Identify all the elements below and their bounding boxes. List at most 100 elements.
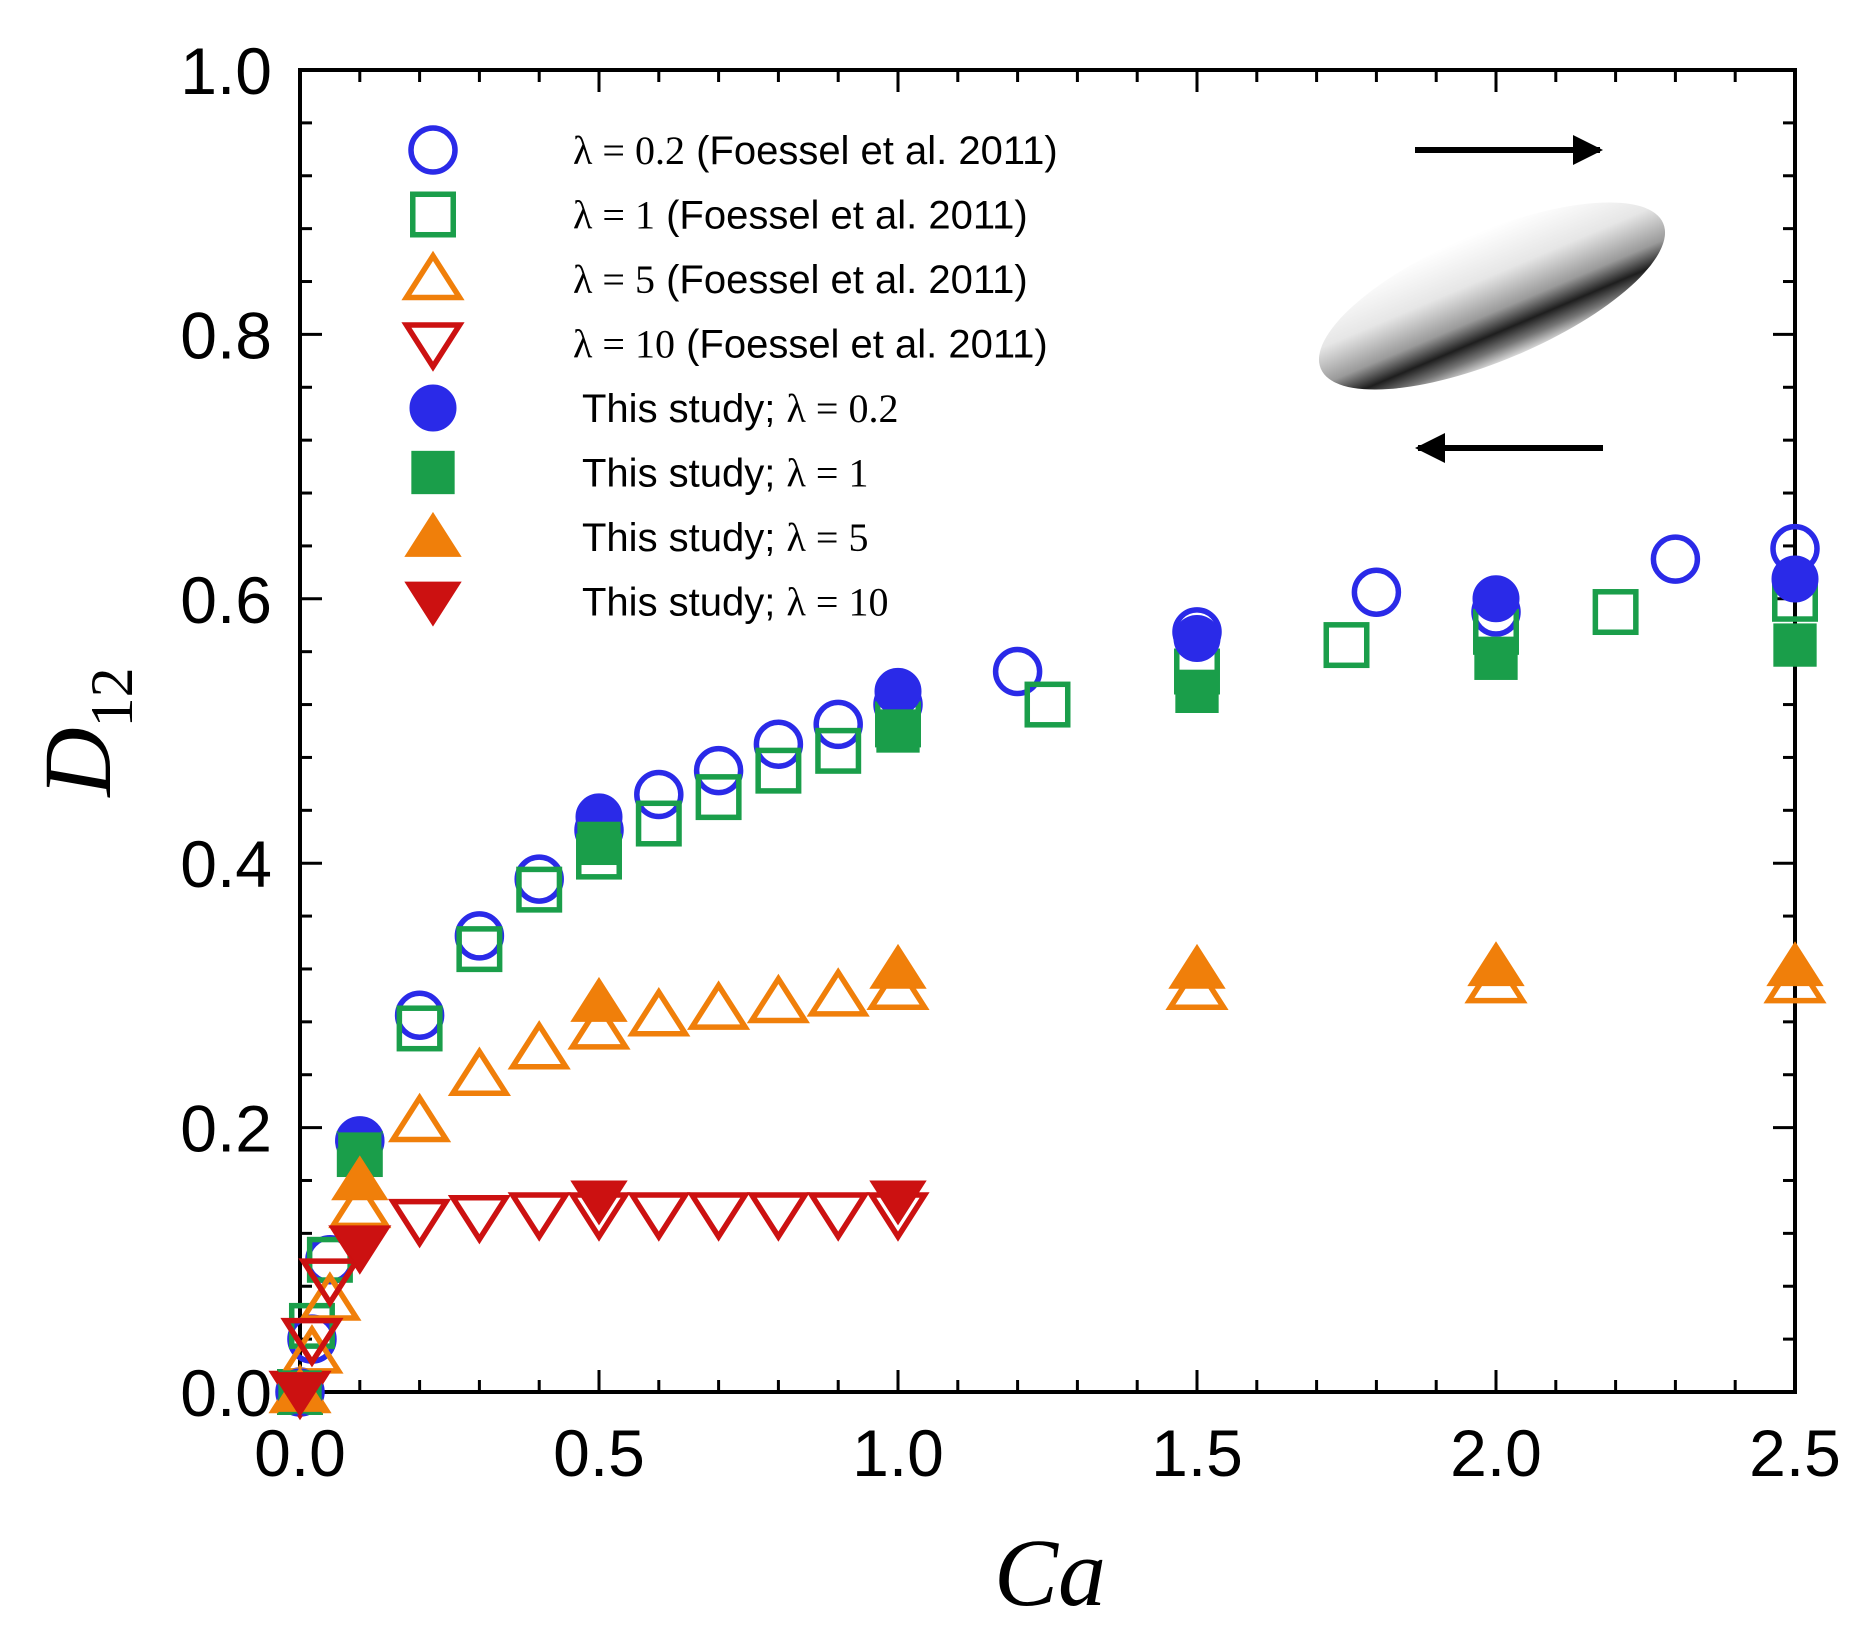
- data-point: [806, 1192, 870, 1242]
- legend-label-lambda: λ = 5: [573, 257, 655, 302]
- legend-label-prefix: This study;: [582, 387, 787, 431]
- data-point: [992, 646, 1043, 697]
- data-point: [567, 1000, 631, 1050]
- series-open-triangle-up: [268, 953, 1827, 1414]
- data-point: [693, 745, 744, 796]
- data-point: [1173, 614, 1221, 662]
- data-point: [507, 1192, 571, 1242]
- legend-marker: [404, 511, 462, 557]
- y-tick-label: 0.2: [180, 1092, 272, 1166]
- x-tick-label: 0.0: [254, 1416, 346, 1490]
- data-point: [746, 973, 810, 1024]
- data-point: [394, 990, 445, 1040]
- data-point: [634, 769, 684, 820]
- data-point: [1472, 575, 1520, 623]
- x-axis-ticks: [298, 70, 1797, 1392]
- data-point: [869, 943, 927, 989]
- data-point: [874, 667, 922, 715]
- legend: λ = 0.2 (Foessel et al. 2011)λ = 1 (Foes…: [401, 125, 1058, 627]
- series-filled-square: [278, 623, 1817, 1414]
- data-point: [627, 1192, 691, 1242]
- data-point: [1323, 622, 1370, 669]
- data-point: [806, 967, 870, 1017]
- data-point: [577, 821, 621, 866]
- drop-icon: [1318, 202, 1666, 390]
- plot-frame: [298, 68, 1797, 1394]
- x-tick-label: 0.5: [553, 1416, 645, 1490]
- legend-label-prefix: This study;: [582, 581, 787, 625]
- data-point: [635, 800, 682, 847]
- legend-item: λ = 0.2 (Foessel et al. 2011): [408, 125, 1058, 175]
- legend-label-lambda: λ = 1: [573, 193, 655, 238]
- data-point: [1467, 941, 1525, 987]
- data-point: [1474, 636, 1518, 680]
- data-point: [570, 1180, 628, 1226]
- data-point: [331, 1155, 389, 1201]
- data-point: [447, 1046, 511, 1096]
- y-tick-label: 0.0: [180, 1356, 272, 1430]
- data-point: [570, 976, 628, 1022]
- legend-label-prefix: This study;: [582, 452, 787, 496]
- data-point: [280, 1317, 344, 1368]
- x-tick-label: 2.5: [1749, 1416, 1841, 1490]
- series-filled-triangle-down: [271, 1180, 927, 1418]
- data-point: [507, 1020, 571, 1070]
- legend-label: λ = 1 (Foessel et al. 2011): [573, 193, 1028, 238]
- x-tick-label: 1.5: [1151, 1416, 1243, 1490]
- data-point: [1168, 943, 1226, 989]
- legend-item: This study; λ = 0.2: [409, 384, 898, 432]
- data-point: [813, 699, 863, 750]
- y-axis-title-main: D: [24, 727, 131, 798]
- legend-item: λ = 5 (Foessel et al. 2011): [401, 250, 1028, 302]
- legend-label-lambda: λ = 5: [787, 515, 869, 560]
- legend-item: λ = 10 (Foessel et al. 2011): [401, 322, 1048, 372]
- legend-marker: [409, 384, 457, 432]
- y-tick-label: 0.8: [180, 298, 272, 372]
- legend-label-source: (Foessel et al. 2011): [655, 194, 1028, 238]
- legend-label: This study; λ = 5: [582, 515, 868, 560]
- legend-label: λ = 0.2 (Foessel et al. 2011): [573, 128, 1058, 173]
- data-point: [1773, 623, 1817, 667]
- data-point: [869, 1180, 927, 1226]
- y-tick-label: 0.4: [180, 827, 272, 901]
- y-tick-label: 0.6: [180, 563, 272, 637]
- data-point: [687, 980, 751, 1030]
- data-point: [388, 1198, 452, 1249]
- legend-marker: [401, 250, 465, 301]
- series-open-square: [277, 575, 1818, 1415]
- y-axis-title: D12: [24, 667, 145, 798]
- data-point: [687, 1192, 751, 1242]
- legend-label: This study; λ = 0.2: [582, 386, 898, 431]
- data-point: [456, 926, 503, 973]
- data-point: [876, 709, 920, 753]
- data-point: [1766, 941, 1824, 987]
- legend-marker: [401, 322, 465, 372]
- data-point: [1351, 567, 1402, 617]
- data-point: [753, 719, 804, 769]
- data-markers: [268, 523, 1827, 1421]
- x-tick-label: 1.0: [852, 1416, 944, 1490]
- data-point: [746, 1192, 810, 1242]
- data-point: [514, 854, 564, 904]
- legend-label-source: (Foessel et al. 2011): [685, 129, 1058, 173]
- y-axis-title-subscript: 12: [79, 667, 145, 727]
- series-open-circle: [275, 523, 1820, 1417]
- legend-label-lambda: λ = 0.2: [787, 386, 899, 431]
- legend-label-lambda: λ = 10: [573, 322, 675, 367]
- data-point: [1771, 555, 1819, 603]
- legend-marker: [404, 581, 462, 627]
- legend-label-lambda: λ = 0.2: [573, 128, 685, 173]
- legend-label: This study; λ = 1: [582, 451, 868, 496]
- legend-item: This study; λ = 5: [404, 511, 868, 560]
- y-axis-tick-labels: 0.0 0.2 0.4 0.6 0.8 1.0: [180, 34, 272, 1430]
- data-point: [516, 866, 563, 913]
- legend-label: λ = 5 (Foessel et al. 2011): [573, 257, 1028, 302]
- data-point: [695, 774, 742, 821]
- data-point: [627, 987, 691, 1037]
- data-point: [454, 911, 505, 961]
- legend-label-source: (Foessel et al. 2011): [675, 323, 1048, 367]
- legend-label-prefix: This study;: [582, 516, 787, 560]
- legend-marker: [410, 191, 456, 238]
- x-axis-title: Ca: [994, 1519, 1106, 1626]
